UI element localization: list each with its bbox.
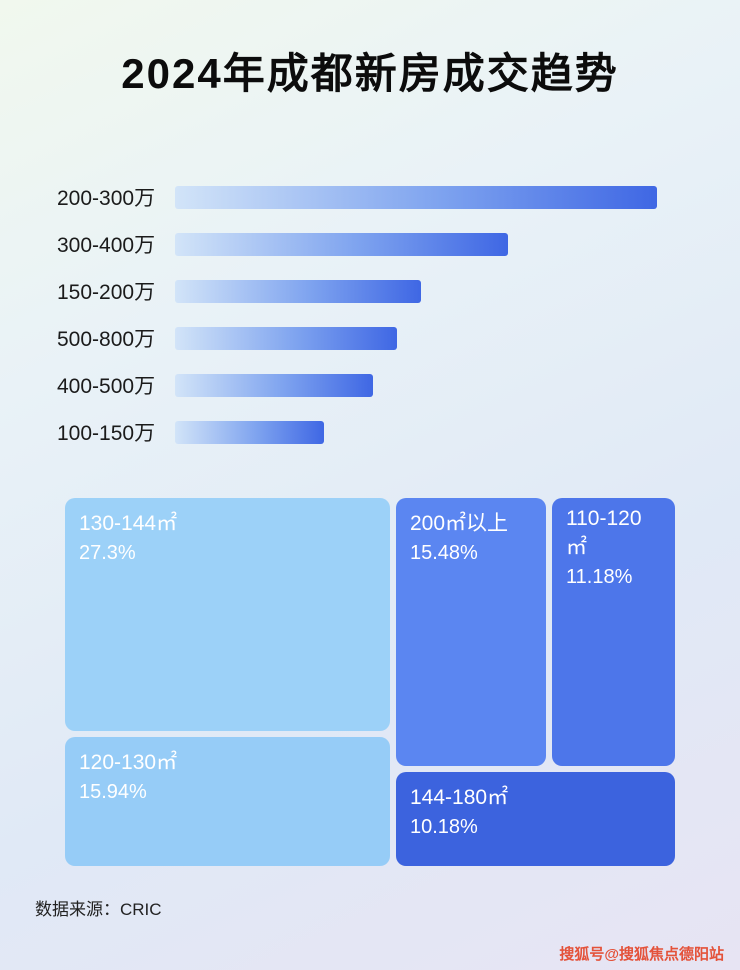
bar-row: 100-150万: [57, 420, 687, 445]
treemap-block-value: 11.18%: [566, 566, 633, 588]
bar-row: 400-500万: [57, 373, 687, 398]
treemap-block-label: 130-144㎡: [79, 512, 178, 535]
bar-track: [175, 326, 657, 350]
bar-category-label: 300-400万: [57, 234, 156, 257]
treemap-block-label: 120-130㎡: [79, 751, 178, 774]
treemap-block-value: 15.48%: [410, 542, 478, 564]
treemap-block-110-120: 110-120㎡ 11.18%: [552, 498, 675, 766]
bar-track: [175, 279, 657, 303]
area-range-treemap: 130-144㎡ 27.3% 120-130㎡ 15.94% 200㎡以上 15…: [65, 498, 675, 866]
treemap-block-value: 10.18%: [410, 816, 478, 838]
bar: [175, 420, 325, 444]
bar-row: 500-800万: [57, 326, 687, 351]
bar: [175, 373, 373, 397]
bar-row: 300-400万: [57, 232, 687, 257]
treemap-block-value: 27.3%: [79, 542, 136, 564]
treemap-block-120-130: 120-130㎡ 15.94%: [65, 737, 390, 866]
bar: [175, 232, 508, 256]
price-range-bar-chart: 200-300万 300-400万 150-200万 500-800万 400-…: [57, 185, 687, 467]
bar-track: [175, 185, 657, 209]
treemap-block-144-180: 144-180㎡ 10.18%: [396, 772, 675, 866]
treemap-block-200-plus: 200㎡以上 15.48%: [396, 498, 546, 766]
bar-category-label: 400-500万: [57, 375, 156, 398]
treemap-block-label: 200㎡以上: [410, 512, 509, 535]
bar-track: [175, 420, 657, 444]
treemap-block-130-144: 130-144㎡ 27.3%: [65, 498, 390, 731]
treemap-block-label: 144-180㎡: [410, 786, 509, 809]
bar-category-label: 500-800万: [57, 328, 156, 351]
bar-row: 200-300万: [57, 185, 687, 210]
bar-category-label: 200-300万: [57, 187, 156, 210]
watermark-label: 搜狐号@搜狐焦点德阳站: [559, 946, 724, 963]
bar-category-label: 150-200万: [57, 281, 156, 304]
bar-track: [175, 232, 657, 256]
bar: [175, 185, 657, 209]
page-title: 2024年成都新房成交趋势: [121, 50, 619, 97]
bar: [175, 326, 397, 350]
bar-category-label: 100-150万: [57, 422, 156, 445]
data-source-label: 数据来源：CRIC: [35, 900, 162, 919]
bar: [175, 279, 421, 303]
treemap-block-label: 110-120㎡: [566, 507, 642, 559]
treemap-block-value: 15.94%: [79, 781, 147, 803]
bar-row: 150-200万: [57, 279, 687, 304]
bar-track: [175, 373, 657, 397]
